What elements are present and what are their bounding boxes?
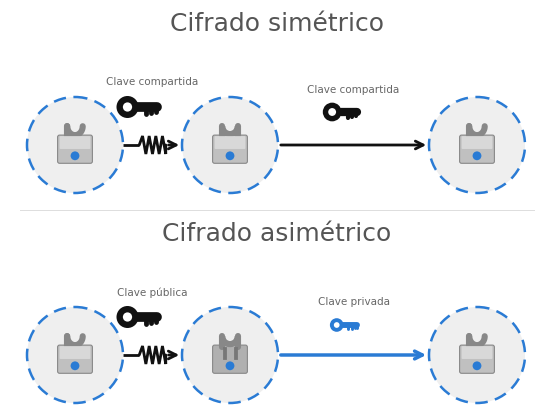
Circle shape — [225, 151, 234, 160]
Text: Clave compartida: Clave compartida — [106, 77, 199, 87]
Circle shape — [123, 102, 132, 112]
Circle shape — [429, 97, 525, 193]
Text: Clave pública: Clave pública — [117, 287, 188, 298]
Circle shape — [225, 362, 234, 370]
Circle shape — [330, 318, 343, 332]
FancyBboxPatch shape — [460, 345, 494, 373]
Circle shape — [473, 151, 481, 160]
Circle shape — [323, 103, 341, 121]
Text: Clave compartida: Clave compartida — [307, 85, 399, 95]
FancyBboxPatch shape — [60, 136, 90, 149]
FancyBboxPatch shape — [461, 136, 493, 149]
Circle shape — [334, 322, 340, 328]
Text: Cifrado simétrico: Cifrado simétrico — [170, 12, 384, 36]
Circle shape — [429, 307, 525, 403]
Circle shape — [123, 312, 132, 321]
FancyBboxPatch shape — [60, 346, 90, 359]
Circle shape — [182, 97, 278, 193]
Circle shape — [70, 151, 79, 160]
Circle shape — [473, 362, 481, 370]
FancyBboxPatch shape — [58, 135, 93, 163]
Text: Cifrado asimétrico: Cifrado asimétrico — [162, 222, 392, 246]
FancyBboxPatch shape — [58, 345, 93, 373]
Circle shape — [27, 307, 123, 403]
Circle shape — [116, 306, 138, 328]
Circle shape — [328, 108, 336, 116]
FancyBboxPatch shape — [461, 346, 493, 359]
Text: Clave privada: Clave privada — [317, 297, 389, 307]
Circle shape — [70, 362, 79, 370]
FancyBboxPatch shape — [214, 136, 245, 149]
Circle shape — [182, 307, 278, 403]
Circle shape — [116, 96, 138, 118]
FancyBboxPatch shape — [213, 345, 248, 373]
Circle shape — [27, 97, 123, 193]
FancyBboxPatch shape — [460, 135, 494, 163]
FancyBboxPatch shape — [213, 135, 248, 163]
